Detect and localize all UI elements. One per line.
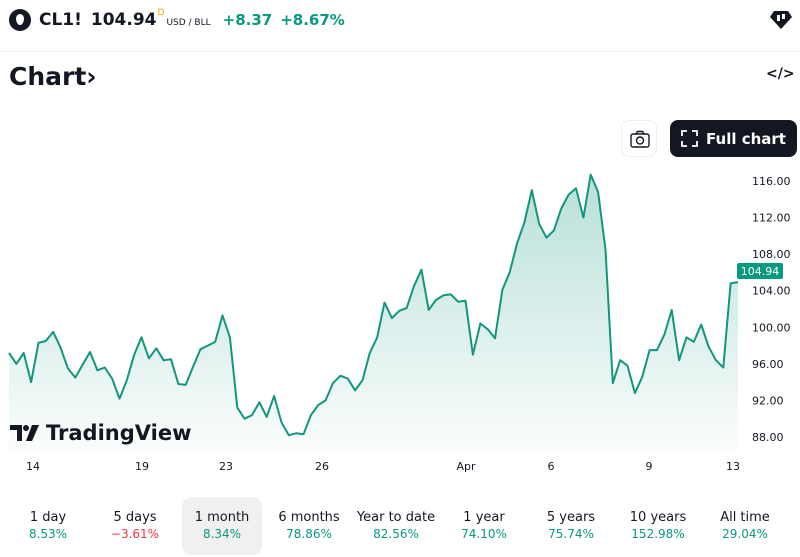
period-change: 74.10% [461, 527, 507, 541]
period-label: 1 year [463, 510, 505, 525]
period-1-year[interactable]: 1 year 74.10% [444, 497, 524, 555]
x-tick-label: 19 [135, 460, 149, 473]
price-area-fill [9, 174, 738, 450]
tradingview-logo-icon [10, 425, 39, 441]
period-label: 5 years [546, 510, 596, 525]
full-chart-button[interactable]: Full chart [670, 120, 797, 157]
last-price-badge-text: 104.94 [741, 265, 780, 278]
chevron-right-icon: › [86, 62, 97, 91]
chart-section-title[interactable]: Chart› [9, 62, 97, 91]
x-tick-label: 13 [726, 460, 740, 473]
y-tick-label: 100.00 [752, 321, 791, 334]
period-label: Year to date [356, 510, 436, 525]
tradingview-watermark: TradingView [10, 421, 191, 445]
symbol-name[interactable]: CL1! [39, 10, 82, 30]
fullscreen-icon [681, 130, 698, 147]
period-change: 75.74% [548, 527, 594, 541]
y-tick-label: 108.00 [752, 248, 791, 261]
premium-candles-icon[interactable] [770, 10, 792, 30]
y-tick-label: 88.00 [752, 431, 784, 444]
snapshot-button[interactable] [621, 120, 657, 157]
period-change: 82.56% [373, 527, 419, 541]
period-5-days[interactable]: 5 days −3.61% [95, 497, 175, 555]
price-line [8, 173, 739, 437]
period-all-time[interactable]: All time 29.04% [705, 497, 785, 555]
period-year-to-date[interactable]: Year to date 82.56% [356, 497, 436, 555]
x-tick-label: 23 [219, 460, 233, 473]
period-change: 29.04% [722, 527, 768, 541]
symbol-row: CL1! 104.94 D USD / BLL +8.37 +8.67% [9, 8, 345, 31]
x-tick-label: Apr [456, 460, 476, 473]
y-tick-label: 116.00 [752, 175, 791, 188]
y-tick-label: 112.00 [752, 212, 791, 225]
watermark-text: TradingView [46, 421, 192, 445]
price-change-percent: +8.67% [280, 11, 345, 29]
price-change: +8.37 [222, 11, 273, 29]
period-change: 8.34% [202, 527, 242, 541]
embed-code-button[interactable]: </> [766, 66, 795, 82]
period-label: 5 days [113, 510, 157, 525]
full-chart-label: Full chart [706, 129, 786, 148]
period-change: 78.86% [286, 527, 332, 541]
x-tick-label: 14 [26, 460, 40, 473]
period-5-years[interactable]: 5 years 75.74% [531, 497, 611, 555]
x-tick-label: 26 [315, 460, 329, 473]
period-1-day[interactable]: 1 day 8.53% [8, 497, 88, 555]
price-chart[interactable]: 116.00 112.00 108.00 104.00 100.00 96.00 92.00… [0, 160, 800, 480]
price-group: 104.94 D USD / BLL [90, 8, 211, 30]
x-tick-label: 6 [548, 460, 555, 473]
period-1-month[interactable]: 1 month 8.34% [182, 497, 262, 555]
camera-icon [630, 130, 650, 148]
period-10-years[interactable]: 10 years 152.98% [618, 497, 698, 555]
period-label: 1 month [194, 510, 250, 525]
period-6-months[interactable]: 6 months 78.86% [269, 497, 349, 555]
y-tick-label: 96.00 [752, 358, 784, 371]
period-label: 1 day [29, 510, 67, 525]
y-tick-label: 92.00 [752, 394, 784, 407]
period-change: −3.61% [110, 527, 160, 541]
price-unit: USD / BLL [166, 18, 211, 28]
period-label: 6 months [278, 510, 340, 525]
period-label: 10 years [629, 510, 687, 525]
delayed-flag: D [157, 8, 165, 18]
crude-oil-logo-icon [9, 9, 31, 31]
chart-title-text: Chart [9, 62, 87, 91]
period-change: 152.98% [631, 527, 685, 541]
period-change: 8.53% [28, 527, 68, 541]
last-price-badge [737, 263, 783, 279]
symbol-header: CL1! 104.94 D USD / BLL +8.37 +8.67% [0, 0, 800, 52]
last-price: 104.94 [90, 10, 157, 30]
x-tick-label: 9 [646, 460, 653, 473]
period-label: All time [720, 510, 770, 525]
y-tick-label: 104.00 [752, 285, 791, 298]
performance-periods: 1 day 8.53% 5 days −3.61% 1 month 8.34% 6 mont… [0, 497, 800, 555]
